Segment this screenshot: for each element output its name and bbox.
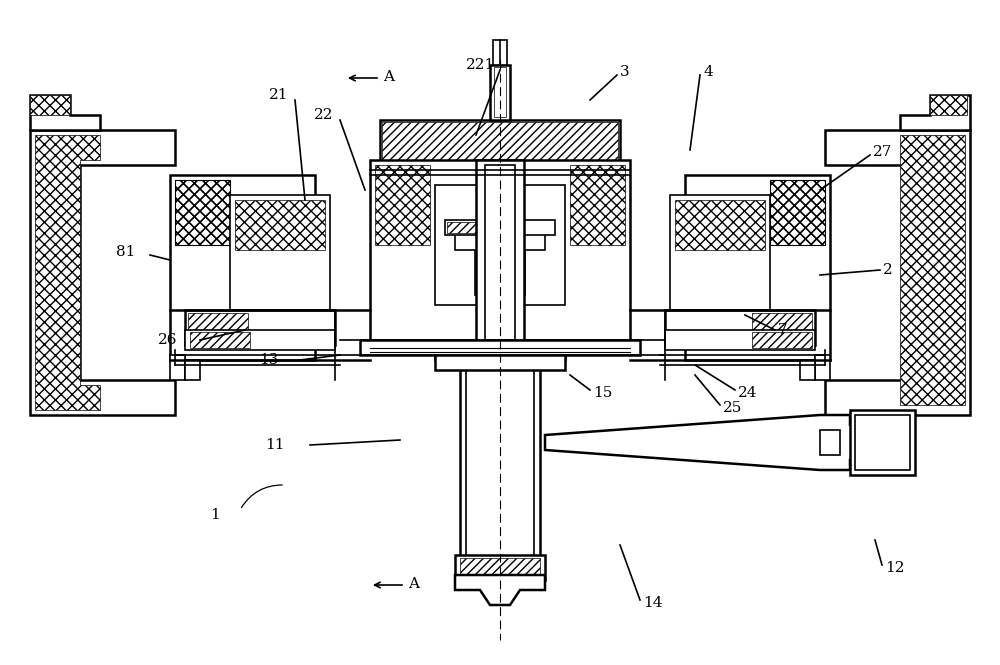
Bar — [445, 220, 555, 235]
Text: 3: 3 — [620, 65, 630, 79]
Bar — [30, 95, 70, 115]
Bar — [185, 330, 335, 350]
Text: 27: 27 — [873, 145, 892, 159]
Text: 14: 14 — [643, 596, 662, 610]
Bar — [170, 175, 315, 360]
Text: 81: 81 — [116, 245, 135, 259]
Bar — [190, 332, 250, 348]
Polygon shape — [455, 575, 545, 605]
Bar — [360, 340, 640, 355]
Text: 2: 2 — [883, 263, 893, 277]
Bar — [437, 342, 563, 358]
Bar — [930, 95, 967, 115]
Bar — [435, 185, 565, 305]
Polygon shape — [545, 415, 905, 470]
Bar — [175, 180, 230, 245]
Text: 24: 24 — [738, 386, 758, 400]
Bar — [570, 165, 625, 245]
Bar — [435, 355, 565, 370]
Text: 11: 11 — [266, 438, 285, 452]
Text: 25: 25 — [723, 401, 742, 415]
Bar — [752, 332, 812, 348]
Bar — [900, 135, 965, 405]
Bar — [665, 310, 815, 345]
Bar — [494, 67, 506, 117]
Bar — [185, 310, 335, 345]
Polygon shape — [455, 230, 545, 295]
Text: A: A — [383, 70, 394, 84]
Polygon shape — [30, 130, 175, 415]
Bar — [185, 360, 200, 380]
Bar — [670, 195, 770, 310]
Polygon shape — [825, 130, 970, 415]
Text: 1: 1 — [210, 508, 220, 522]
Bar — [466, 350, 534, 560]
Bar — [460, 345, 540, 565]
Bar — [855, 415, 910, 470]
Bar — [455, 555, 545, 580]
Text: 26: 26 — [158, 333, 177, 347]
Bar — [230, 195, 330, 310]
Text: 15: 15 — [593, 386, 612, 400]
Bar — [800, 360, 815, 380]
Bar — [460, 558, 540, 577]
Bar — [382, 122, 618, 168]
Text: A: A — [408, 577, 419, 591]
Bar — [188, 313, 248, 342]
Bar — [490, 65, 510, 120]
Text: 13: 13 — [259, 353, 278, 367]
Bar — [235, 200, 325, 250]
Bar — [685, 175, 830, 360]
Bar — [375, 165, 430, 245]
Bar — [370, 160, 630, 340]
Text: 221: 221 — [466, 58, 495, 72]
Bar — [850, 410, 915, 475]
Text: 21: 21 — [269, 88, 288, 102]
Polygon shape — [35, 135, 100, 410]
Text: 22: 22 — [314, 108, 333, 122]
Text: 12: 12 — [885, 561, 904, 575]
Bar — [485, 165, 515, 340]
Bar — [665, 330, 815, 350]
Bar — [675, 200, 765, 250]
Bar — [435, 340, 565, 360]
Bar — [380, 120, 620, 170]
Bar — [770, 180, 825, 245]
Bar — [815, 355, 830, 380]
Text: 4: 4 — [703, 65, 713, 79]
Polygon shape — [900, 95, 970, 130]
Bar — [175, 180, 230, 245]
Bar — [447, 222, 503, 233]
Bar — [476, 160, 524, 345]
Bar — [170, 355, 185, 380]
Bar — [820, 430, 840, 455]
Bar — [493, 40, 507, 65]
Bar — [770, 180, 825, 245]
Text: 7: 7 — [778, 323, 788, 337]
Bar — [752, 313, 812, 342]
Polygon shape — [30, 95, 100, 130]
